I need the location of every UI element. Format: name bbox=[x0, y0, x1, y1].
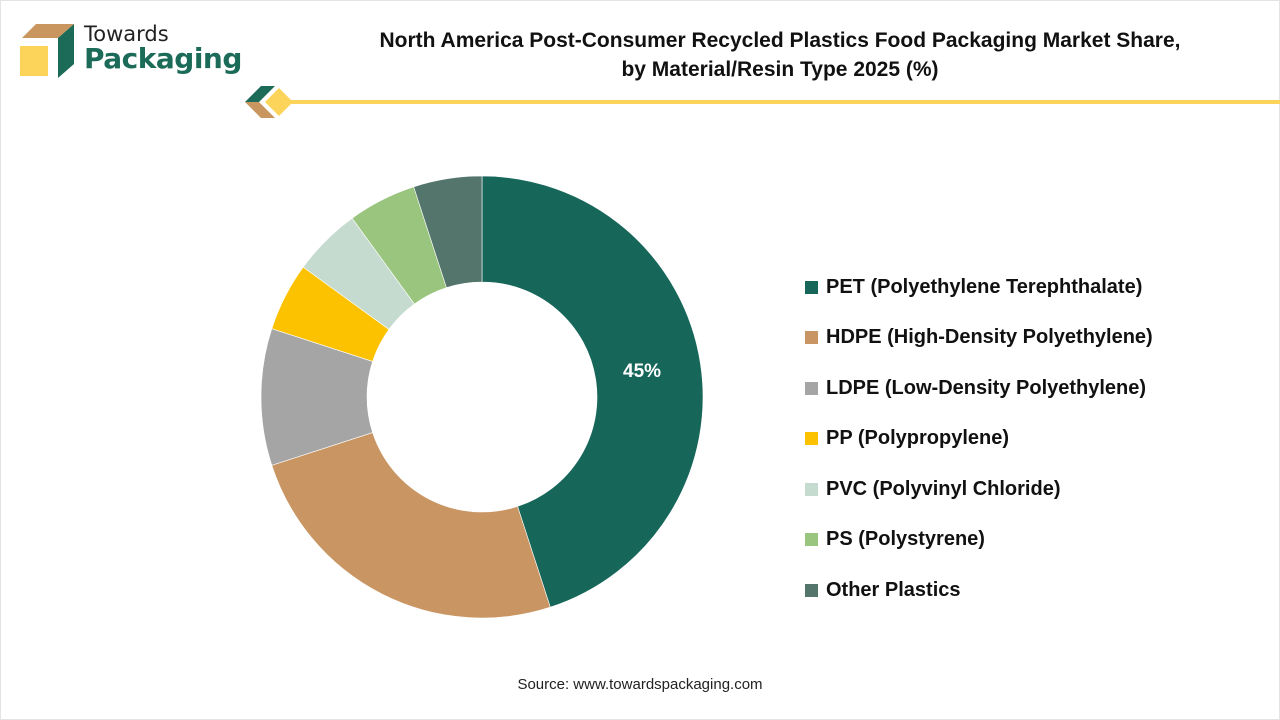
legend-item: PET (Polyethylene Terephthalate) bbox=[805, 262, 1153, 313]
legend-label: PP (Polypropylene) bbox=[826, 427, 1010, 450]
legend-item: PVC (Polyvinyl Chloride) bbox=[805, 464, 1153, 515]
chart-legend: PET (Polyethylene Terephthalate) HDPE (Hi… bbox=[805, 262, 1153, 616]
legend-item: LDPE (Low-Density Polyethylene) bbox=[805, 363, 1153, 414]
legend-label: LDPE (Low-Density Polyethylene) bbox=[826, 376, 1147, 399]
chart-title-line1: North America Post-Consumer Recycled Pla… bbox=[379, 29, 1181, 52]
box-logo-icon bbox=[20, 24, 74, 78]
brand-name-line2: Packaging bbox=[84, 42, 242, 75]
data-label-pet: 45% bbox=[623, 361, 662, 382]
legend-label: PS (Polystyrene) bbox=[826, 528, 985, 551]
legend-item: PP (Polypropylene) bbox=[805, 414, 1153, 465]
legend-swatch-icon bbox=[805, 482, 818, 496]
legend-swatch-icon bbox=[805, 381, 818, 395]
header-divider bbox=[290, 100, 1280, 104]
legend-swatch-icon bbox=[805, 331, 818, 345]
legend-swatch-icon bbox=[805, 432, 818, 446]
donut-slice-1 bbox=[271, 432, 551, 619]
legend-swatch-icon bbox=[805, 583, 818, 597]
legend-label: Other Plastics bbox=[826, 578, 961, 601]
legend-label: HDPE (High-Density Polyethylene) bbox=[826, 326, 1153, 349]
brand-logo: Towards Packaging bbox=[18, 22, 242, 82]
legend-label: PVC (Polyvinyl Chloride) bbox=[826, 477, 1061, 500]
legend-item: PS (Polystyrene) bbox=[805, 515, 1153, 566]
chart-title: North America Post-Consumer Recycled Pla… bbox=[300, 26, 1260, 84]
source-note: Source: www.towardspackaging.com bbox=[517, 676, 763, 693]
donut-slice-6 bbox=[413, 175, 483, 289]
brand-name-line1: Towards bbox=[84, 22, 169, 46]
legend-label: PET (Polyethylene Terephthalate) bbox=[826, 275, 1143, 298]
legend-item: HDPE (High-Density Polyethylene) bbox=[805, 313, 1153, 364]
legend-item: Other Plastics bbox=[805, 565, 1153, 616]
legend-swatch-icon bbox=[805, 533, 818, 547]
chevron-diamond-icon bbox=[245, 86, 293, 118]
chart-title-line2: by Material/Resin Type 2025 (%) bbox=[621, 58, 939, 81]
legend-swatch-icon bbox=[805, 280, 818, 294]
